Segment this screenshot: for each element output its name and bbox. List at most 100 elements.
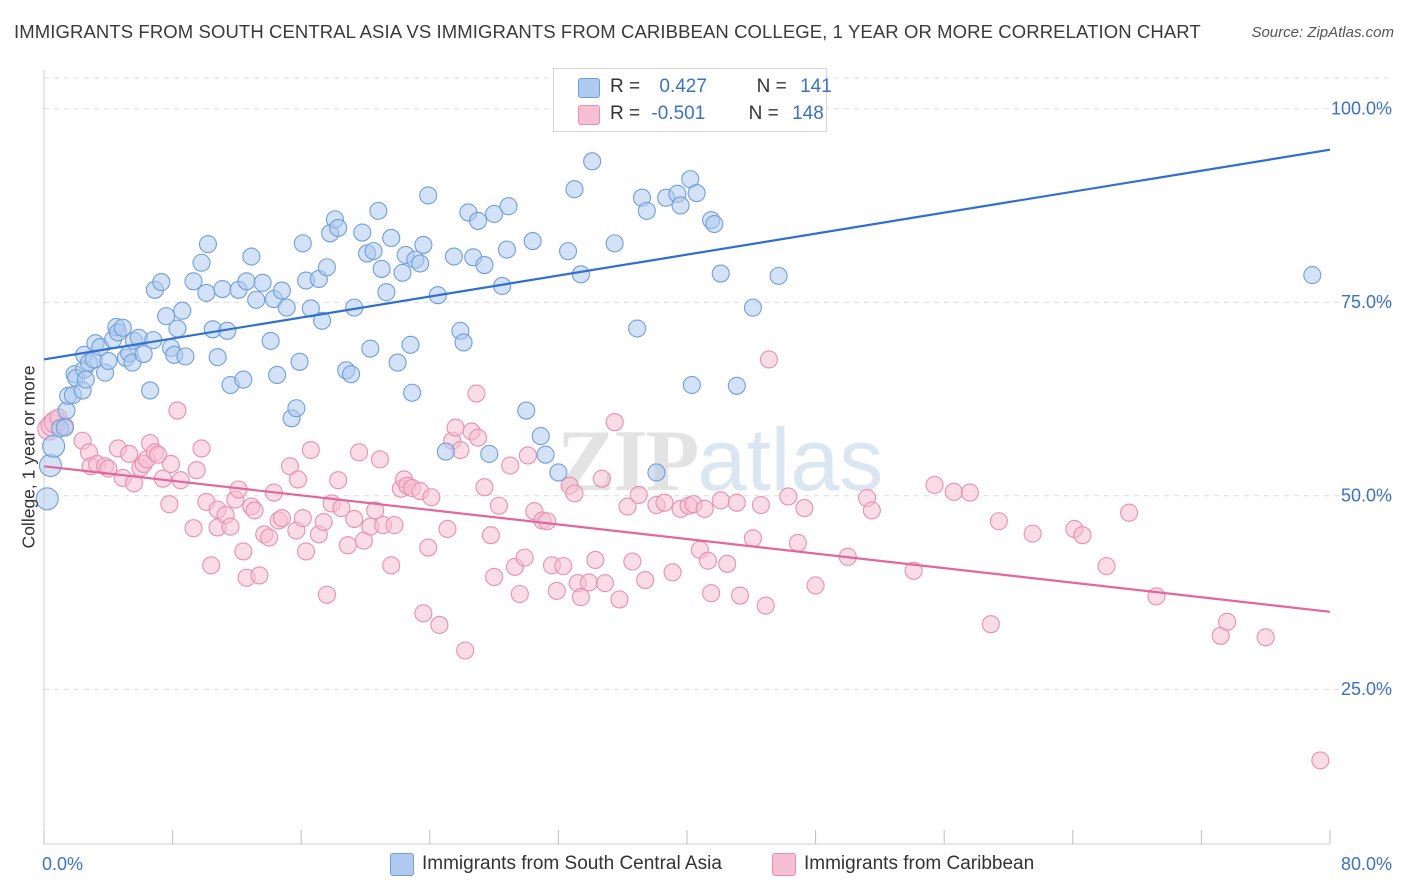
- caribbean-point: [430, 615, 449, 635]
- south-central-asia-point: [134, 345, 153, 364]
- caribbean-point: [1120, 503, 1139, 522]
- south-central-asia-point: [393, 263, 412, 282]
- caribbean-point: [586, 550, 605, 569]
- caribbean-point: [120, 444, 139, 463]
- caribbean-point: [806, 576, 825, 595]
- caribbean-point: [414, 604, 433, 623]
- caribbean-point: [370, 450, 390, 469]
- caribbean-point: [475, 478, 494, 497]
- caribbean-point: [944, 482, 963, 501]
- caribbean-point: [510, 584, 529, 604]
- south-central-asia-point: [565, 180, 584, 199]
- caribbean-point: [234, 542, 253, 561]
- south-central-asia-point: [382, 228, 401, 248]
- y-axis-label: College, 1 year or more: [18, 365, 39, 549]
- south-central-asia-point: [468, 211, 488, 230]
- caribbean-point: [385, 516, 404, 535]
- caribbean-point: [711, 491, 730, 510]
- caribbean-point: [446, 418, 465, 437]
- legend-text-pink: R = -0.501 N = 148: [610, 103, 824, 125]
- caribbean-point: [788, 533, 807, 552]
- caribbean-point: [422, 488, 441, 507]
- south-central-asia-point: [141, 381, 160, 400]
- south-central-asia-point: [176, 347, 195, 366]
- south-central-asia-point: [268, 365, 287, 385]
- caribbean-point: [161, 454, 181, 474]
- south-central-asia-point: [711, 264, 730, 283]
- caribbean-point: [202, 556, 221, 575]
- caribbean-point: [1256, 628, 1275, 647]
- caribbean-point: [759, 350, 779, 369]
- caribbean-point: [301, 440, 320, 460]
- x-tick-label-max: 80.0%: [1341, 854, 1392, 874]
- caribbean-point: [538, 512, 557, 531]
- south-central-asia-point: [454, 333, 473, 352]
- south-central-asia-point: [536, 445, 555, 464]
- caribbean-point: [456, 641, 475, 660]
- caribbean-point: [259, 528, 279, 547]
- south-central-asia-point: [377, 283, 396, 302]
- caribbean-point: [610, 590, 629, 609]
- caribbean-point: [288, 470, 308, 489]
- caribbean-point: [1073, 526, 1092, 545]
- series-swatch-pink: [772, 853, 796, 876]
- caribbean-point: [702, 584, 721, 603]
- south-central-asia-point: [671, 196, 690, 215]
- south-central-asia-point: [605, 234, 624, 253]
- south-central-asia-point: [369, 201, 388, 220]
- south-central-asia-point: [287, 399, 306, 418]
- caribbean-trend-line: [43, 465, 1331, 613]
- south-central-asia-point: [341, 365, 361, 384]
- caribbean-point: [618, 497, 637, 516]
- south-central-asia-point: [353, 223, 372, 242]
- caribbean-point: [989, 512, 1008, 531]
- caribbean-point: [779, 487, 798, 506]
- south-central-asia-point: [480, 444, 499, 463]
- south-central-asia-point: [313, 311, 332, 330]
- caribbean-point: [250, 566, 269, 585]
- south-central-asia-point: [234, 370, 253, 389]
- south-central-asia-point: [184, 272, 203, 291]
- caribbean-point: [1023, 524, 1042, 543]
- south-central-asia-point: [38, 453, 62, 478]
- caribbean-point: [366, 501, 385, 520]
- legend-r-label: R =: [610, 103, 641, 124]
- caribbean-point: [1147, 587, 1166, 606]
- caribbean-point: [345, 509, 364, 528]
- series-label-blue: Immigrants from South Central Asia: [422, 853, 722, 874]
- south-central-asia-point: [197, 283, 216, 302]
- south-central-asia-point: [364, 242, 383, 261]
- series-swatch-blue: [390, 853, 414, 876]
- south-central-asia-point: [317, 258, 336, 277]
- caribbean-point: [350, 443, 369, 462]
- caribbean-point: [730, 586, 750, 605]
- caribbean-point: [727, 493, 746, 512]
- caribbean-point: [579, 573, 598, 592]
- south-central-asia-point: [192, 253, 211, 272]
- south-central-asia-point: [571, 265, 590, 284]
- caribbean-point: [221, 517, 240, 536]
- caribbean-point: [160, 495, 179, 514]
- x-tick-label-min: 0.0%: [42, 854, 83, 874]
- caribbean-point: [438, 519, 457, 539]
- south-central-asia-point: [769, 266, 788, 285]
- caribbean-point: [419, 538, 438, 557]
- south-central-asia-point: [329, 218, 348, 237]
- south-central-asia-point: [208, 348, 227, 367]
- y-tick-label: 50.0%: [1341, 486, 1392, 506]
- south-central-asia-point: [523, 232, 542, 251]
- legend-r-value: -0.501: [651, 103, 706, 124]
- south-central-asia-point: [152, 273, 171, 292]
- south-central-asia-point: [388, 353, 407, 372]
- caribbean-point: [595, 574, 615, 593]
- caribbean-point: [795, 499, 814, 518]
- south-central-asia-point: [403, 383, 422, 402]
- south-central-asia-point: [517, 401, 536, 420]
- y-tick-label: 75.0%: [1341, 292, 1392, 312]
- caribbean-point: [382, 556, 401, 575]
- south-central-asia-point: [411, 254, 430, 273]
- south-central-asia-point: [372, 259, 391, 278]
- south-central-asia-point: [727, 376, 746, 395]
- caribbean-point: [489, 496, 508, 515]
